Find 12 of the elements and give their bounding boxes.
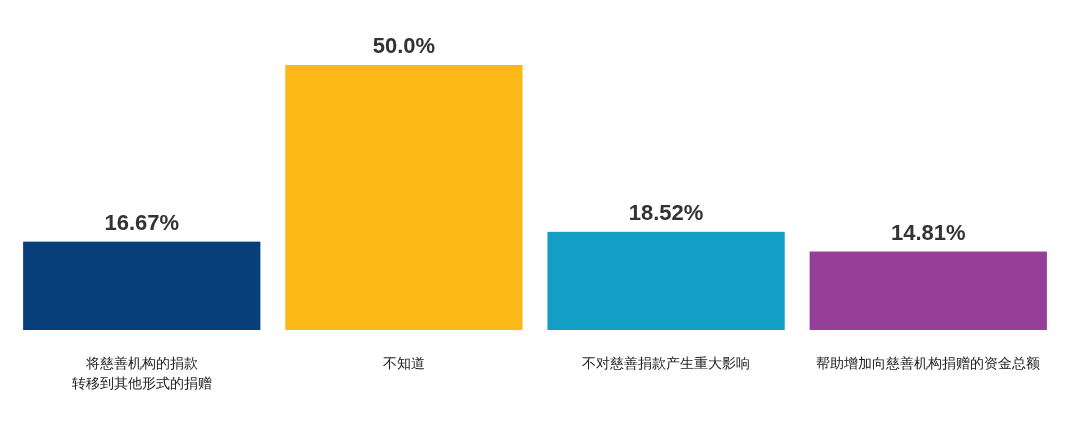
x-tick-label: 不知道 — [382, 355, 425, 371]
data-label: 18.52% — [628, 199, 704, 225]
data-label: 14.81% — [890, 219, 966, 245]
x-tick-label: 不对慈善捐款产生重大影响 — [582, 355, 751, 371]
bar — [809, 251, 1047, 330]
bar — [23, 241, 261, 330]
data-label: 50.0% — [372, 33, 436, 58]
bar — [285, 65, 523, 330]
x-tick-label: 将慈善机构的捐款转移到其他形式的捐赠 — [71, 355, 212, 391]
x-tick-label: 帮助增加向慈善机构捐赠的资金总额 — [816, 355, 1041, 371]
bar — [547, 231, 785, 330]
data-label: 16.67% — [104, 209, 180, 235]
